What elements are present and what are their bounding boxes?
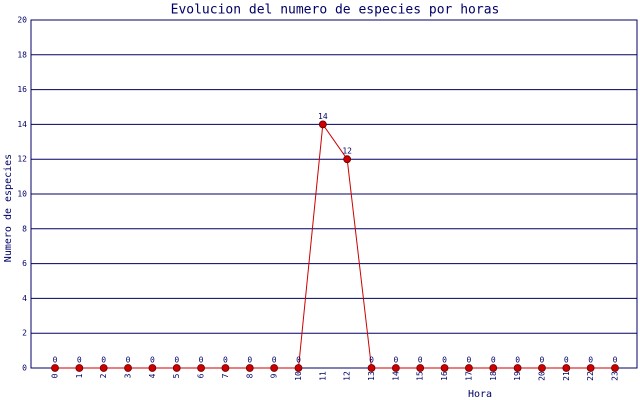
data-point [465,364,473,372]
x-tick-label: 0 [51,373,60,378]
x-tick-label: 17 [464,371,473,381]
x-axis-label: Hora [468,389,492,400]
data-point [416,364,425,372]
data-point [343,155,352,164]
data-label: 0 [369,356,374,365]
x-tick-label: 4 [148,373,157,378]
data-point [513,364,522,372]
data-label: 0 [272,356,277,365]
y-tick-label: 2 [22,329,27,338]
x-tick-label: 2 [99,373,108,378]
x-tick-label: 11 [318,371,327,381]
x-tick-label: 12 [343,371,352,381]
data-point [294,364,303,372]
x-tick-label: 20 [537,371,546,381]
y-tick-label: 4 [22,294,27,303]
data-point [391,364,400,372]
data-label: 14 [318,112,328,121]
data-label: 0 [126,356,131,365]
data-point [489,364,498,372]
x-tick-label: 23 [611,371,620,381]
x-tick-label: 13 [367,371,376,381]
data-label: 0 [296,356,301,365]
data-label: 0 [588,356,593,365]
data-point [172,364,181,372]
x-tick-label: 14 [391,371,400,381]
y-tick-label: 6 [22,259,27,268]
y-tick-label: 20 [17,16,27,25]
data-label: 0 [77,356,82,365]
x-tick-label: 5 [172,373,181,378]
data-label: 0 [174,356,179,365]
data-label: 0 [223,356,228,365]
y-axis-label: Numero de especies [3,154,14,262]
x-tick-label: 3 [124,373,133,378]
x-tick-label: 19 [513,371,522,381]
data-label: 0 [53,356,58,365]
data-point [440,364,449,372]
data-point [318,120,327,129]
y-tick-label: 12 [17,155,27,164]
data-label: 0 [540,356,545,365]
data-label: 0 [613,356,618,365]
data-label: 0 [101,356,106,365]
data-label: 0 [150,356,155,365]
data-label: 12 [342,147,352,156]
x-tick-label: 7 [221,373,230,378]
x-tick-label: 15 [416,371,425,381]
data-label: 0 [393,356,398,365]
data-label: 0 [199,356,204,365]
x-tick-label: 1 [75,373,84,378]
data-point [562,364,571,372]
data-point [367,364,376,372]
y-tick-label: 10 [17,190,27,199]
data-point [245,364,254,372]
x-tick-label: 21 [562,371,571,381]
chart-title: Evolucion del numero de especies por hor… [171,3,500,18]
x-tick-label: 16 [440,371,449,381]
x-tick-label: 6 [197,373,206,378]
data-point [611,364,619,372]
data-label: 0 [466,356,471,365]
series-line [55,123,615,369]
data-label: 0 [491,356,496,365]
data-point [51,364,59,372]
y-tick-label: 18 [17,50,27,59]
data-label: 0 [247,356,252,365]
data-point [586,364,595,372]
data-label: 0 [515,356,520,365]
data-point [221,364,230,372]
data-point [197,364,205,372]
y-tick-label: 16 [17,85,27,94]
y-tick-label: 0 [22,364,27,373]
x-tick-label: 10 [294,371,303,381]
x-tick-label: 9 [270,373,279,378]
x-tick-label: 18 [489,371,498,381]
data-point [99,364,108,372]
data-point [124,364,132,372]
y-tick-label: 8 [22,224,27,233]
data-point [538,364,546,372]
x-tick-label: 8 [245,373,254,378]
data-label: 0 [418,356,423,365]
data-label: 0 [564,356,569,365]
data-label: 0 [442,356,447,365]
y-tick-label: 14 [17,120,27,129]
x-tick-label: 22 [586,371,595,381]
data-point [75,364,84,372]
data-point [270,364,279,372]
data-point [148,364,157,372]
